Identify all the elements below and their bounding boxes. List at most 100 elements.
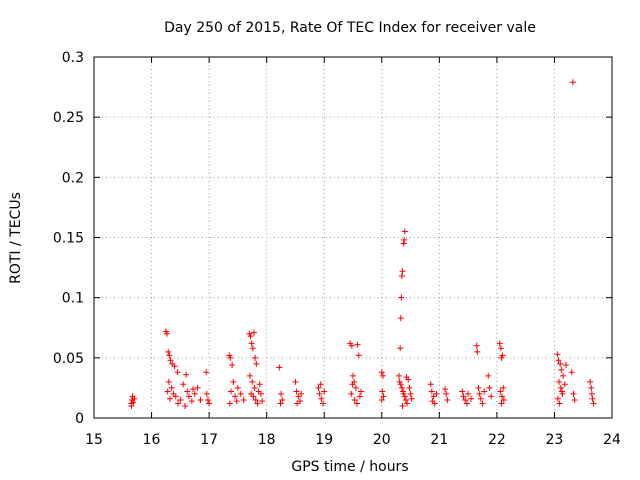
x-axis-label: GPS time / hours	[291, 459, 408, 475]
chart-title: Day 250 of 2015, Rate Of TEC Index for r…	[164, 20, 536, 36]
data-point	[488, 393, 495, 400]
data-point	[164, 388, 171, 395]
data-point	[203, 369, 210, 376]
data-point	[356, 393, 363, 400]
data-point	[167, 357, 174, 364]
data-point	[317, 381, 324, 388]
data-point	[443, 390, 450, 397]
data-point	[459, 388, 466, 395]
data-point	[246, 372, 253, 379]
data-point	[380, 393, 387, 400]
data-point	[462, 396, 469, 403]
data-point	[554, 351, 561, 358]
data-point	[588, 384, 595, 391]
data-point	[355, 352, 362, 359]
data-point	[403, 374, 410, 381]
data-point	[397, 345, 404, 352]
data-point	[189, 386, 196, 393]
data-point	[404, 400, 411, 407]
data-point	[259, 398, 266, 405]
data-point	[276, 364, 283, 371]
data-point	[204, 396, 211, 403]
data-point	[227, 354, 234, 361]
x-tick-label: 24	[603, 432, 621, 448]
data-point	[427, 381, 434, 388]
data-point	[164, 330, 171, 337]
data-point	[406, 384, 413, 391]
data-point	[568, 369, 575, 376]
data-point	[481, 388, 488, 395]
data-point	[398, 273, 405, 280]
data-point	[226, 400, 233, 407]
data-point	[165, 378, 172, 385]
data-point	[256, 381, 263, 388]
data-point	[486, 384, 493, 391]
data-point	[249, 345, 256, 352]
data-point	[407, 390, 414, 397]
data-point	[352, 384, 359, 391]
data-point	[467, 395, 474, 402]
data-point	[496, 340, 503, 347]
data-point	[400, 240, 407, 247]
data-point	[233, 398, 240, 405]
data-point	[252, 396, 259, 403]
data-point	[348, 390, 355, 397]
data-point	[165, 348, 172, 355]
data-point	[177, 396, 184, 403]
data-point	[277, 400, 284, 407]
data-point	[465, 390, 472, 397]
y-tick-label: 0.15	[53, 231, 84, 247]
x-tick-label: 19	[315, 432, 333, 448]
y-axis-label: ROTI / TECUs	[8, 192, 24, 284]
data-point	[444, 396, 451, 403]
data-point	[589, 395, 596, 402]
y-tick-label: 0.3	[62, 50, 84, 66]
data-point	[253, 360, 260, 367]
data-point	[172, 393, 179, 400]
data-point	[408, 395, 415, 402]
data-point	[397, 381, 404, 388]
x-tick-label: 21	[430, 432, 448, 448]
data-point	[497, 345, 504, 352]
data-point	[555, 357, 562, 364]
data-point	[168, 384, 175, 391]
data-point	[442, 386, 449, 393]
data-point	[251, 384, 258, 391]
data-point	[463, 400, 470, 407]
data-point	[485, 372, 492, 379]
data-point	[402, 396, 409, 403]
data-point	[428, 388, 435, 395]
x-tick-label: 16	[143, 432, 161, 448]
data-point	[554, 395, 561, 402]
data-point	[500, 396, 507, 403]
data-point	[556, 378, 563, 385]
data-point	[475, 384, 482, 391]
data-point	[473, 342, 480, 349]
data-point	[131, 395, 138, 402]
data-point	[474, 348, 481, 355]
data-point	[378, 369, 385, 376]
data-point	[250, 393, 257, 400]
data-point	[128, 402, 135, 409]
x-tick-label: 17	[200, 432, 218, 448]
data-point	[174, 369, 181, 376]
data-point	[354, 400, 361, 407]
data-point	[479, 400, 486, 407]
data-point	[556, 400, 563, 407]
data-point	[293, 388, 300, 395]
y-tick-label: 0	[75, 411, 84, 427]
data-point	[498, 400, 505, 407]
data-point	[251, 329, 258, 336]
data-point	[398, 294, 405, 301]
data-point	[354, 341, 361, 348]
data-point	[557, 360, 564, 367]
data-point	[320, 400, 327, 407]
data-point	[401, 393, 408, 400]
data-point	[237, 390, 244, 397]
data-point	[183, 371, 190, 378]
data-point	[460, 393, 467, 400]
data-point	[350, 372, 356, 379]
data-point	[561, 381, 568, 388]
